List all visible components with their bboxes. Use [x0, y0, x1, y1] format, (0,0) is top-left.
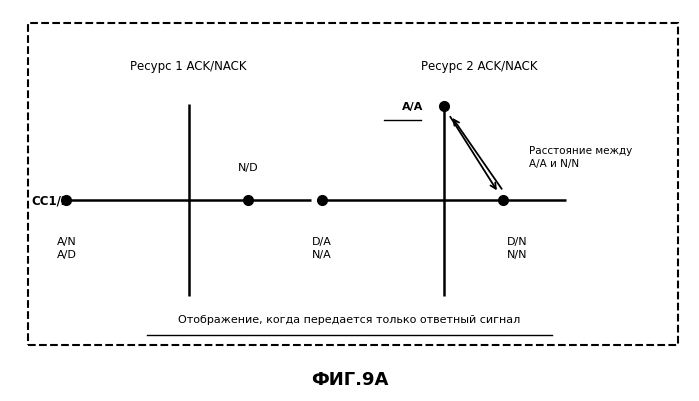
Text: Ресурс 2 ACK/NACK: Ресурс 2 ACK/NACK: [421, 60, 537, 73]
Text: N/D: N/D: [238, 162, 259, 172]
Text: Расстояние между
A/A и N/N: Расстояние между A/A и N/N: [530, 146, 633, 169]
Text: CC1/2: CC1/2: [31, 194, 69, 207]
Text: D/A
N/A: D/A N/A: [312, 237, 331, 259]
Text: Отображение, когда передается только ответный сигнал: Отображение, когда передается только отв…: [178, 314, 521, 324]
Text: ФИГ.9A: ФИГ.9A: [311, 370, 388, 388]
Text: Ресурс 1 ACK/NACK: Ресурс 1 ACK/NACK: [131, 60, 247, 73]
Text: A/A: A/A: [401, 101, 423, 111]
Text: A/N
A/D: A/N A/D: [57, 237, 76, 259]
Text: D/N
N/N: D/N N/N: [507, 237, 528, 259]
